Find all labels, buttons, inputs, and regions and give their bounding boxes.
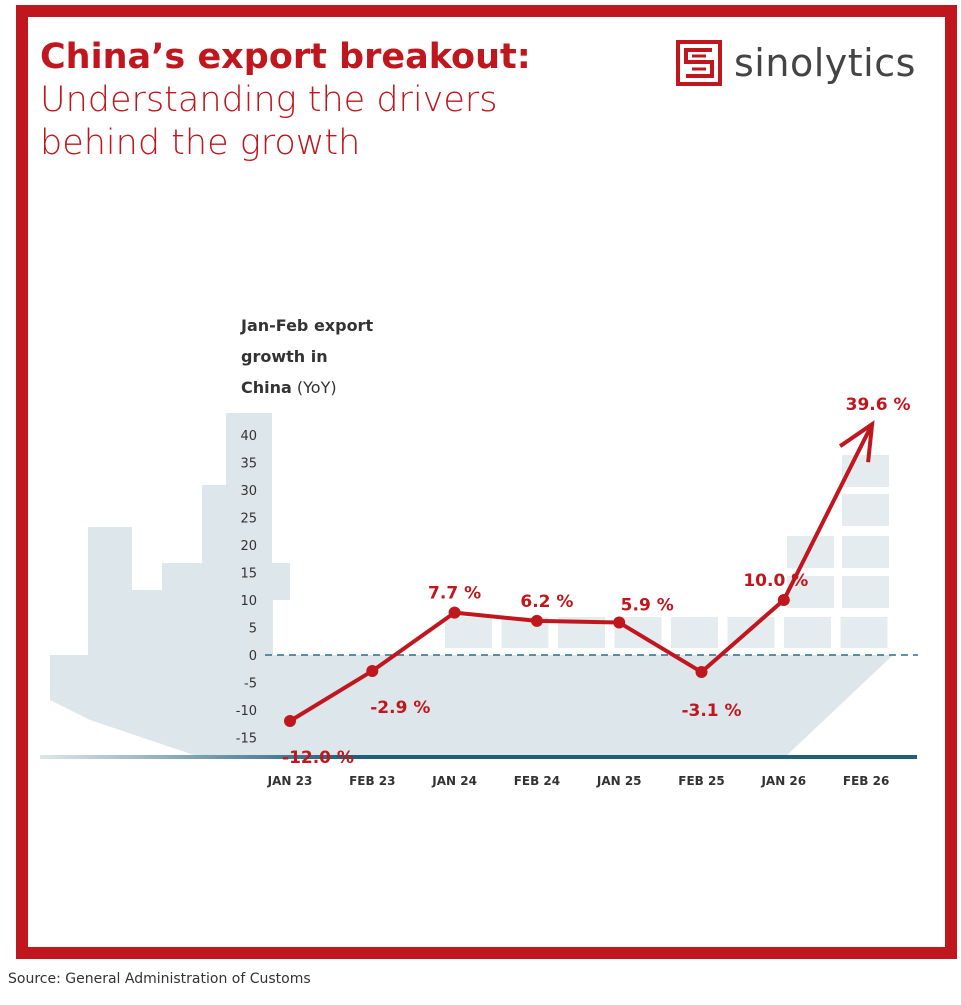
y-tick-label: 20: [240, 539, 257, 554]
sinolytics-maze-s-icon: [676, 40, 722, 86]
series-line: -12.0 % -2.9 % 7.7 % 6.2 % 5.9 % -3.1 % 10.0 %…: [282, 395, 911, 768]
container: [842, 536, 889, 568]
y-tick-label: -5: [244, 677, 257, 692]
y-tick-label: 35: [240, 457, 257, 472]
data-label: -2.9 %: [370, 698, 430, 718]
data-point: [366, 664, 379, 677]
x-tick-label: FEB 25: [678, 774, 724, 788]
data-point: [777, 594, 790, 606]
y-tick-label: 0: [249, 649, 257, 664]
title-line-3: behind the growth: [40, 123, 361, 163]
y-axis-title: Jan-Feb export growth in China (YoY): [241, 310, 373, 403]
container: [784, 617, 831, 648]
ship-silhouette: [50, 413, 893, 757]
data-label: 39.6 %: [846, 395, 911, 415]
y-tick-label: 5: [249, 622, 257, 637]
title-bold: China’s export breakout:: [40, 37, 531, 77]
data-label: -12.0 %: [282, 748, 354, 768]
y-title-line-2: growth in: [241, 347, 328, 366]
data-point: [448, 606, 461, 619]
series-path: [288, 423, 874, 723]
data-label: -3.1 %: [681, 701, 741, 721]
source-note: Source: General Administration of Custom…: [8, 971, 311, 987]
data-point: [613, 616, 626, 629]
y-tick-label: 15: [240, 567, 257, 582]
page-title: China’s export breakout: Understanding t…: [40, 36, 531, 165]
data-label: 6.2 %: [520, 592, 573, 612]
y-title-unit: (YoY): [296, 378, 337, 397]
y-title-line-1: Jan-Feb export: [241, 316, 374, 335]
y-tick-label: 25: [240, 512, 257, 527]
x-tick-label: JAN 25: [596, 774, 642, 788]
container: [671, 617, 718, 648]
red-frame: [16, 5, 957, 959]
y-tick-label: -10: [236, 704, 257, 719]
ship-tower: [226, 413, 272, 658]
x-tick-label: JAN 26: [760, 774, 806, 788]
x-tick-label: FEB 26: [843, 774, 889, 788]
container: [842, 576, 889, 608]
y-tick-label: -15: [236, 732, 257, 747]
logo-text: sinolytics: [734, 41, 916, 85]
y-axis: 40 35 30 25 20 15 10 5 0 -5 -10 -15: [236, 429, 257, 747]
y-tick-label: 10: [240, 594, 257, 609]
ship-hull: [50, 655, 893, 757]
data-point: [284, 715, 296, 727]
x-tick-label: JAN 24: [431, 774, 477, 788]
x-axis: JAN 23 FEB 23 JAN 24 FEB 24 JAN 25 FEB 25 JAN …: [267, 774, 890, 788]
container: [842, 494, 889, 526]
data-label: 10.0 %: [743, 571, 808, 591]
waterline: [40, 755, 917, 759]
x-tick-label: FEB 24: [514, 774, 560, 788]
data-point: [530, 614, 543, 627]
data-point: [695, 666, 708, 679]
x-tick-label: FEB 23: [349, 774, 395, 788]
containers: [445, 455, 889, 648]
data-label: 5.9 %: [621, 596, 674, 616]
y-title-line-3: China: [241, 378, 292, 397]
x-tick-label: JAN 23: [267, 774, 313, 788]
container: [840, 617, 888, 648]
container: [445, 617, 492, 648]
title-line-2: Understanding the drivers: [40, 80, 498, 120]
data-label: 7.7 %: [428, 584, 481, 604]
container: [787, 536, 834, 568]
logo: sinolytics: [676, 40, 916, 86]
y-tick-label: 40: [240, 429, 257, 444]
arrow-head: [838, 420, 875, 463]
y-tick-label: 30: [240, 484, 257, 499]
